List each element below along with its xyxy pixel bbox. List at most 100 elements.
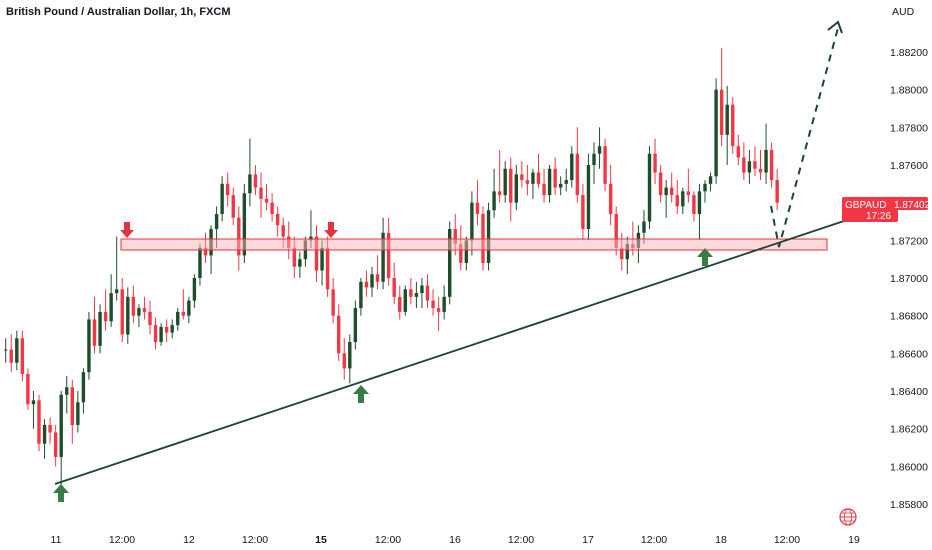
candle-body: [448, 229, 452, 297]
candle: [353, 300, 358, 350]
candle: [642, 210, 646, 245]
candle: [226, 172, 230, 207]
candle: [164, 319, 169, 343]
candle-body: [176, 311, 180, 326]
candle: [120, 278, 124, 343]
time-tick-label: 11: [51, 534, 62, 546]
candle-body: [392, 278, 396, 297]
candle: [497, 149, 502, 203]
candle: [53, 424, 58, 467]
candle-body: [597, 146, 602, 154]
candle: [414, 281, 419, 309]
green-up-arrow-icon: [53, 484, 69, 502]
candle-body: [708, 176, 713, 184]
candle: [37, 394, 41, 452]
candle: [575, 127, 580, 203]
candle: [764, 123, 768, 184]
candle-body: [525, 180, 530, 184]
candle-body: [348, 342, 352, 369]
candle-body: [758, 168, 763, 173]
candle-body: [686, 191, 691, 196]
candle: [703, 180, 707, 203]
time-tick-label: 15: [315, 534, 327, 546]
price-axis[interactable]: 1.882001.880001.878001.876001.874001.872…: [890, 47, 928, 511]
candle: [126, 287, 130, 344]
candle: [65, 375, 69, 414]
candle-body: [148, 311, 152, 326]
time-tick-label: 12:00: [109, 534, 135, 546]
time-tick-label: 12:00: [508, 534, 534, 546]
candle-body: [81, 372, 86, 403]
candle-body: [675, 195, 679, 207]
candle-body: [164, 326, 169, 333]
candle: [503, 161, 507, 203]
price-tick-label: 1.87000: [890, 273, 928, 285]
candle: [542, 168, 546, 203]
candle: [586, 153, 591, 241]
green-up-arrow-icon: [353, 385, 369, 403]
candle: [87, 311, 91, 380]
candle-body: [559, 183, 563, 188]
candle-body: [381, 232, 385, 282]
candle: [103, 289, 108, 331]
candle-body: [270, 202, 274, 214]
candle-body: [614, 213, 618, 248]
candle-body: [337, 315, 341, 354]
candle: [514, 165, 518, 211]
candle: [386, 217, 391, 286]
candle: [753, 146, 757, 177]
candle: [559, 176, 563, 196]
candle: [70, 379, 74, 444]
candle: [192, 274, 197, 309]
candle: [553, 157, 557, 196]
candle: [59, 391, 63, 486]
candle-body: [353, 308, 358, 343]
candle-body: [464, 240, 469, 263]
candle-body: [342, 353, 346, 369]
candle-body: [98, 311, 102, 346]
candle-body: [753, 161, 757, 169]
time-tick-label: 12:00: [641, 534, 667, 546]
candle-body: [237, 217, 241, 256]
candle: [758, 149, 763, 181]
candle: [670, 172, 674, 203]
candle: [725, 85, 729, 165]
time-tick-label: 17: [582, 534, 594, 546]
candle: [248, 138, 252, 207]
candle-body: [4, 349, 8, 351]
candle: [331, 278, 335, 324]
candle: [275, 206, 280, 237]
candle-body: [736, 146, 740, 158]
time-tick-label: 12:00: [774, 534, 800, 546]
candle-body: [375, 274, 380, 282]
last-price-tag: GBPAUD 17:26: [842, 197, 898, 222]
time-tick-label: 18: [715, 534, 727, 546]
price-currency-label: AUD: [892, 6, 915, 18]
candle-body: [542, 183, 546, 196]
candle-body: [292, 247, 296, 267]
candle-body: [581, 195, 585, 230]
candle-body: [370, 274, 374, 288]
candle-body: [203, 247, 208, 256]
candle-body: [431, 300, 435, 309]
candle-body: [192, 278, 197, 301]
candle-body: [76, 402, 80, 425]
candle-body: [514, 174, 518, 203]
candle-body: [608, 183, 613, 214]
candle-body: [664, 187, 668, 196]
time-tick-label: 12:00: [242, 534, 268, 546]
time-axis[interactable]: 11 12:00 12 12:00 15 12:00 16 12:00 17 12:00 18 12:…: [51, 534, 860, 546]
red-down-arrow-icon: [120, 222, 134, 238]
candle: [359, 278, 363, 316]
candle-body: [364, 281, 369, 288]
candle: [653, 138, 657, 184]
candle-body: [187, 300, 191, 316]
candle-body: [658, 172, 663, 196]
candle-body: [442, 296, 446, 312]
candle: [314, 225, 319, 282]
candle: [264, 183, 269, 211]
candle-body: [359, 281, 363, 309]
globe-icon[interactable]: [839, 508, 857, 526]
candle-body: [15, 338, 19, 363]
